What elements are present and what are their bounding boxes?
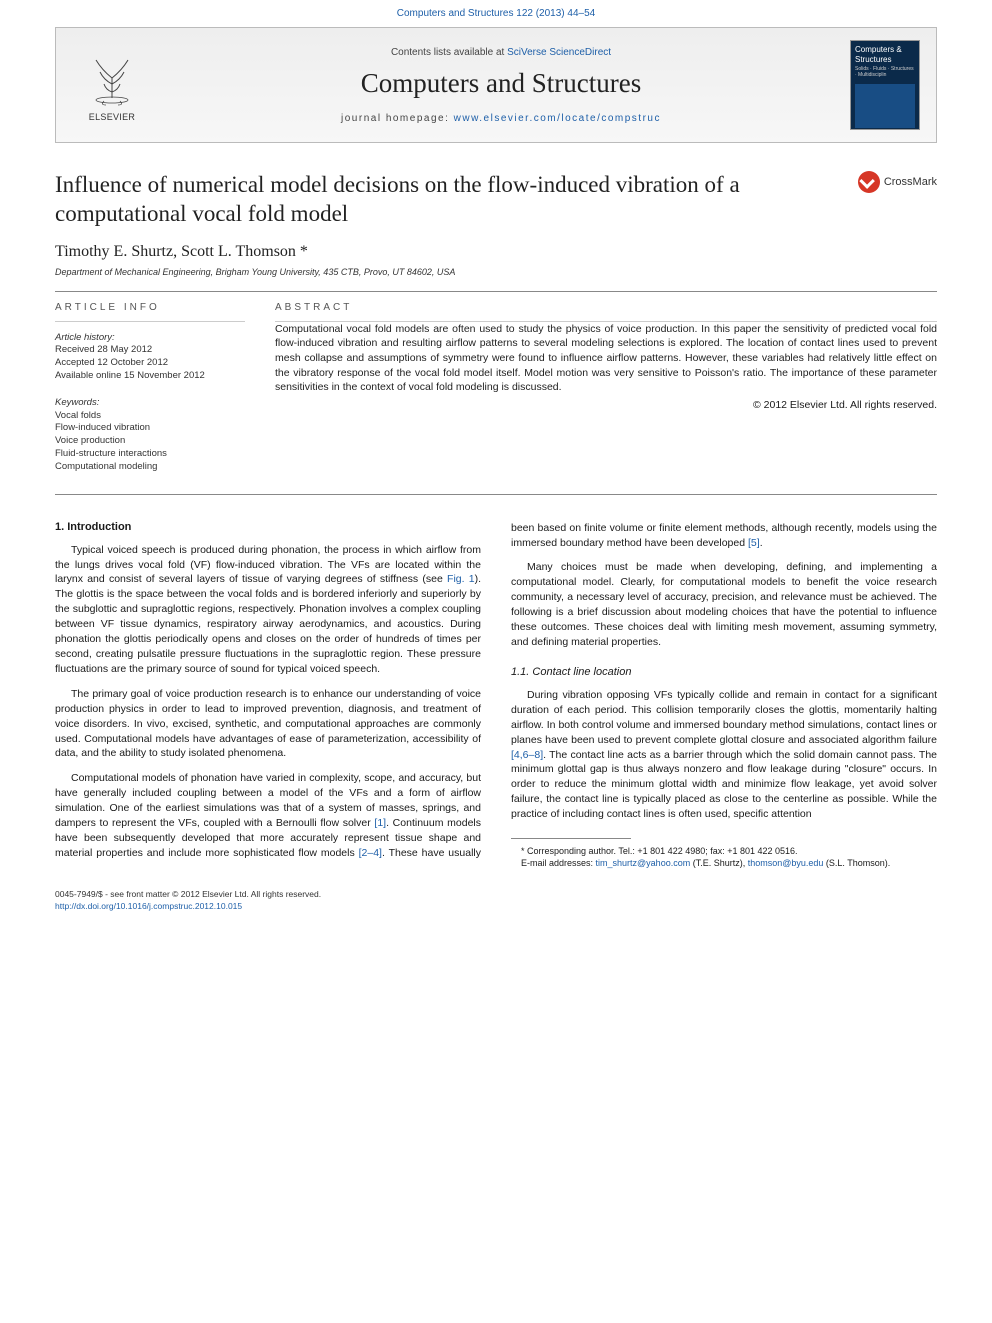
elsevier-tree-icon: [82, 48, 142, 108]
body-paragraph: The primary goal of voice production res…: [55, 687, 481, 762]
footnote-emails: E-mail addresses: tim_shurtz@yahoo.com (…: [511, 857, 937, 869]
footnote-corr: * Corresponding author. Tel.: +1 801 422…: [511, 845, 937, 857]
crossmark-label: CrossMark: [884, 176, 937, 188]
citation-link[interactable]: [2–4]: [359, 847, 382, 859]
history-online: Available online 15 November 2012: [55, 370, 245, 383]
doi-link[interactable]: http://dx.doi.org/10.1016/j.compstruc.20…: [55, 901, 242, 911]
email-link[interactable]: thomson@byu.edu: [748, 858, 824, 868]
article-info: article info Article history: Received 2…: [55, 302, 245, 474]
sciencedirect-link[interactable]: SciVerse ScienceDirect: [507, 47, 611, 58]
abstract-text: Computational vocal fold models are ofte…: [275, 322, 937, 395]
contents-line: Contents lists available at SciVerse Sci…: [152, 47, 850, 58]
publisher-name: ELSEVIER: [89, 112, 135, 122]
header-citation[interactable]: Computers and Structures 122 (2013) 44–5…: [55, 0, 937, 27]
page-footer: 0045-7949/$ - see front matter © 2012 El…: [55, 889, 937, 912]
body-columns: 1. Introduction Typical voiced speech is…: [55, 521, 937, 870]
publisher-block: ELSEVIER: [72, 48, 152, 122]
author-names: Timothy E. Shurtz, Scott L. Thomson: [55, 243, 300, 260]
cover-art: [855, 84, 915, 128]
affiliation: Department of Mechanical Engineering, Br…: [55, 267, 937, 277]
body-paragraph: Many choices must be made when developin…: [511, 560, 937, 649]
body-paragraph: During vibration opposing VFs typically …: [511, 688, 937, 822]
figure-ref-link[interactable]: Fig. 1: [447, 573, 475, 585]
crossmark-button[interactable]: CrossMark: [858, 171, 937, 193]
article-history-heading: Article history:: [55, 332, 245, 345]
keyword: Computational modeling: [55, 461, 245, 474]
history-received: Received 28 May 2012: [55, 344, 245, 357]
journal-masthead: ELSEVIER Contents lists available at Sci…: [55, 27, 937, 143]
crossmark-icon: [858, 171, 880, 193]
issn-line: 0045-7949/$ - see front matter © 2012 El…: [55, 889, 321, 900]
homepage-label: journal homepage:: [341, 113, 454, 124]
cover-subtitle: Solids · Fluids · Structures · Multidisc…: [855, 66, 915, 78]
article-title: Influence of numerical model decisions o…: [55, 171, 838, 229]
divider: [55, 494, 937, 495]
abstract-heading: abstract: [275, 302, 937, 313]
citation-link[interactable]: [4,6–8]: [511, 749, 543, 761]
keyword: Vocal folds: [55, 410, 245, 423]
divider: [55, 321, 245, 322]
authors: Timothy E. Shurtz, Scott L. Thomson *: [55, 243, 937, 261]
history-accepted: Accepted 12 October 2012: [55, 357, 245, 370]
divider: [55, 291, 937, 292]
homepage-line: journal homepage: www.elsevier.com/locat…: [152, 113, 850, 124]
body-paragraph: Typical voiced speech is produced during…: [55, 543, 481, 677]
journal-cover-thumb: Computers & Structures Solids · Fluids ·…: [850, 40, 920, 130]
article-info-heading: article info: [55, 302, 245, 313]
keywords-heading: Keywords:: [55, 397, 245, 410]
citation-link[interactable]: [1]: [374, 817, 386, 829]
keyword: Flow-induced vibration: [55, 422, 245, 435]
masthead-center: Contents lists available at SciVerse Sci…: [152, 47, 850, 124]
footnote-rule: [511, 838, 631, 839]
journal-name: Computers and Structures: [152, 68, 850, 99]
subsection-heading: 1.1. Contact line location: [511, 666, 937, 678]
citation-link[interactable]: [5]: [748, 537, 760, 549]
corr-marker: *: [300, 243, 308, 260]
email-link[interactable]: tim_shurtz@yahoo.com: [596, 858, 691, 868]
contents-prefix: Contents lists available at: [391, 47, 507, 58]
section-heading: 1. Introduction: [55, 521, 481, 533]
homepage-link[interactable]: www.elsevier.com/locate/compstruc: [454, 113, 661, 124]
abstract-copyright: © 2012 Elsevier Ltd. All rights reserved…: [275, 399, 937, 411]
abstract-block: abstract Computational vocal fold models…: [275, 302, 937, 474]
cover-title: Computers & Structures: [855, 45, 915, 64]
keyword: Voice production: [55, 435, 245, 448]
keyword: Fluid-structure interactions: [55, 448, 245, 461]
